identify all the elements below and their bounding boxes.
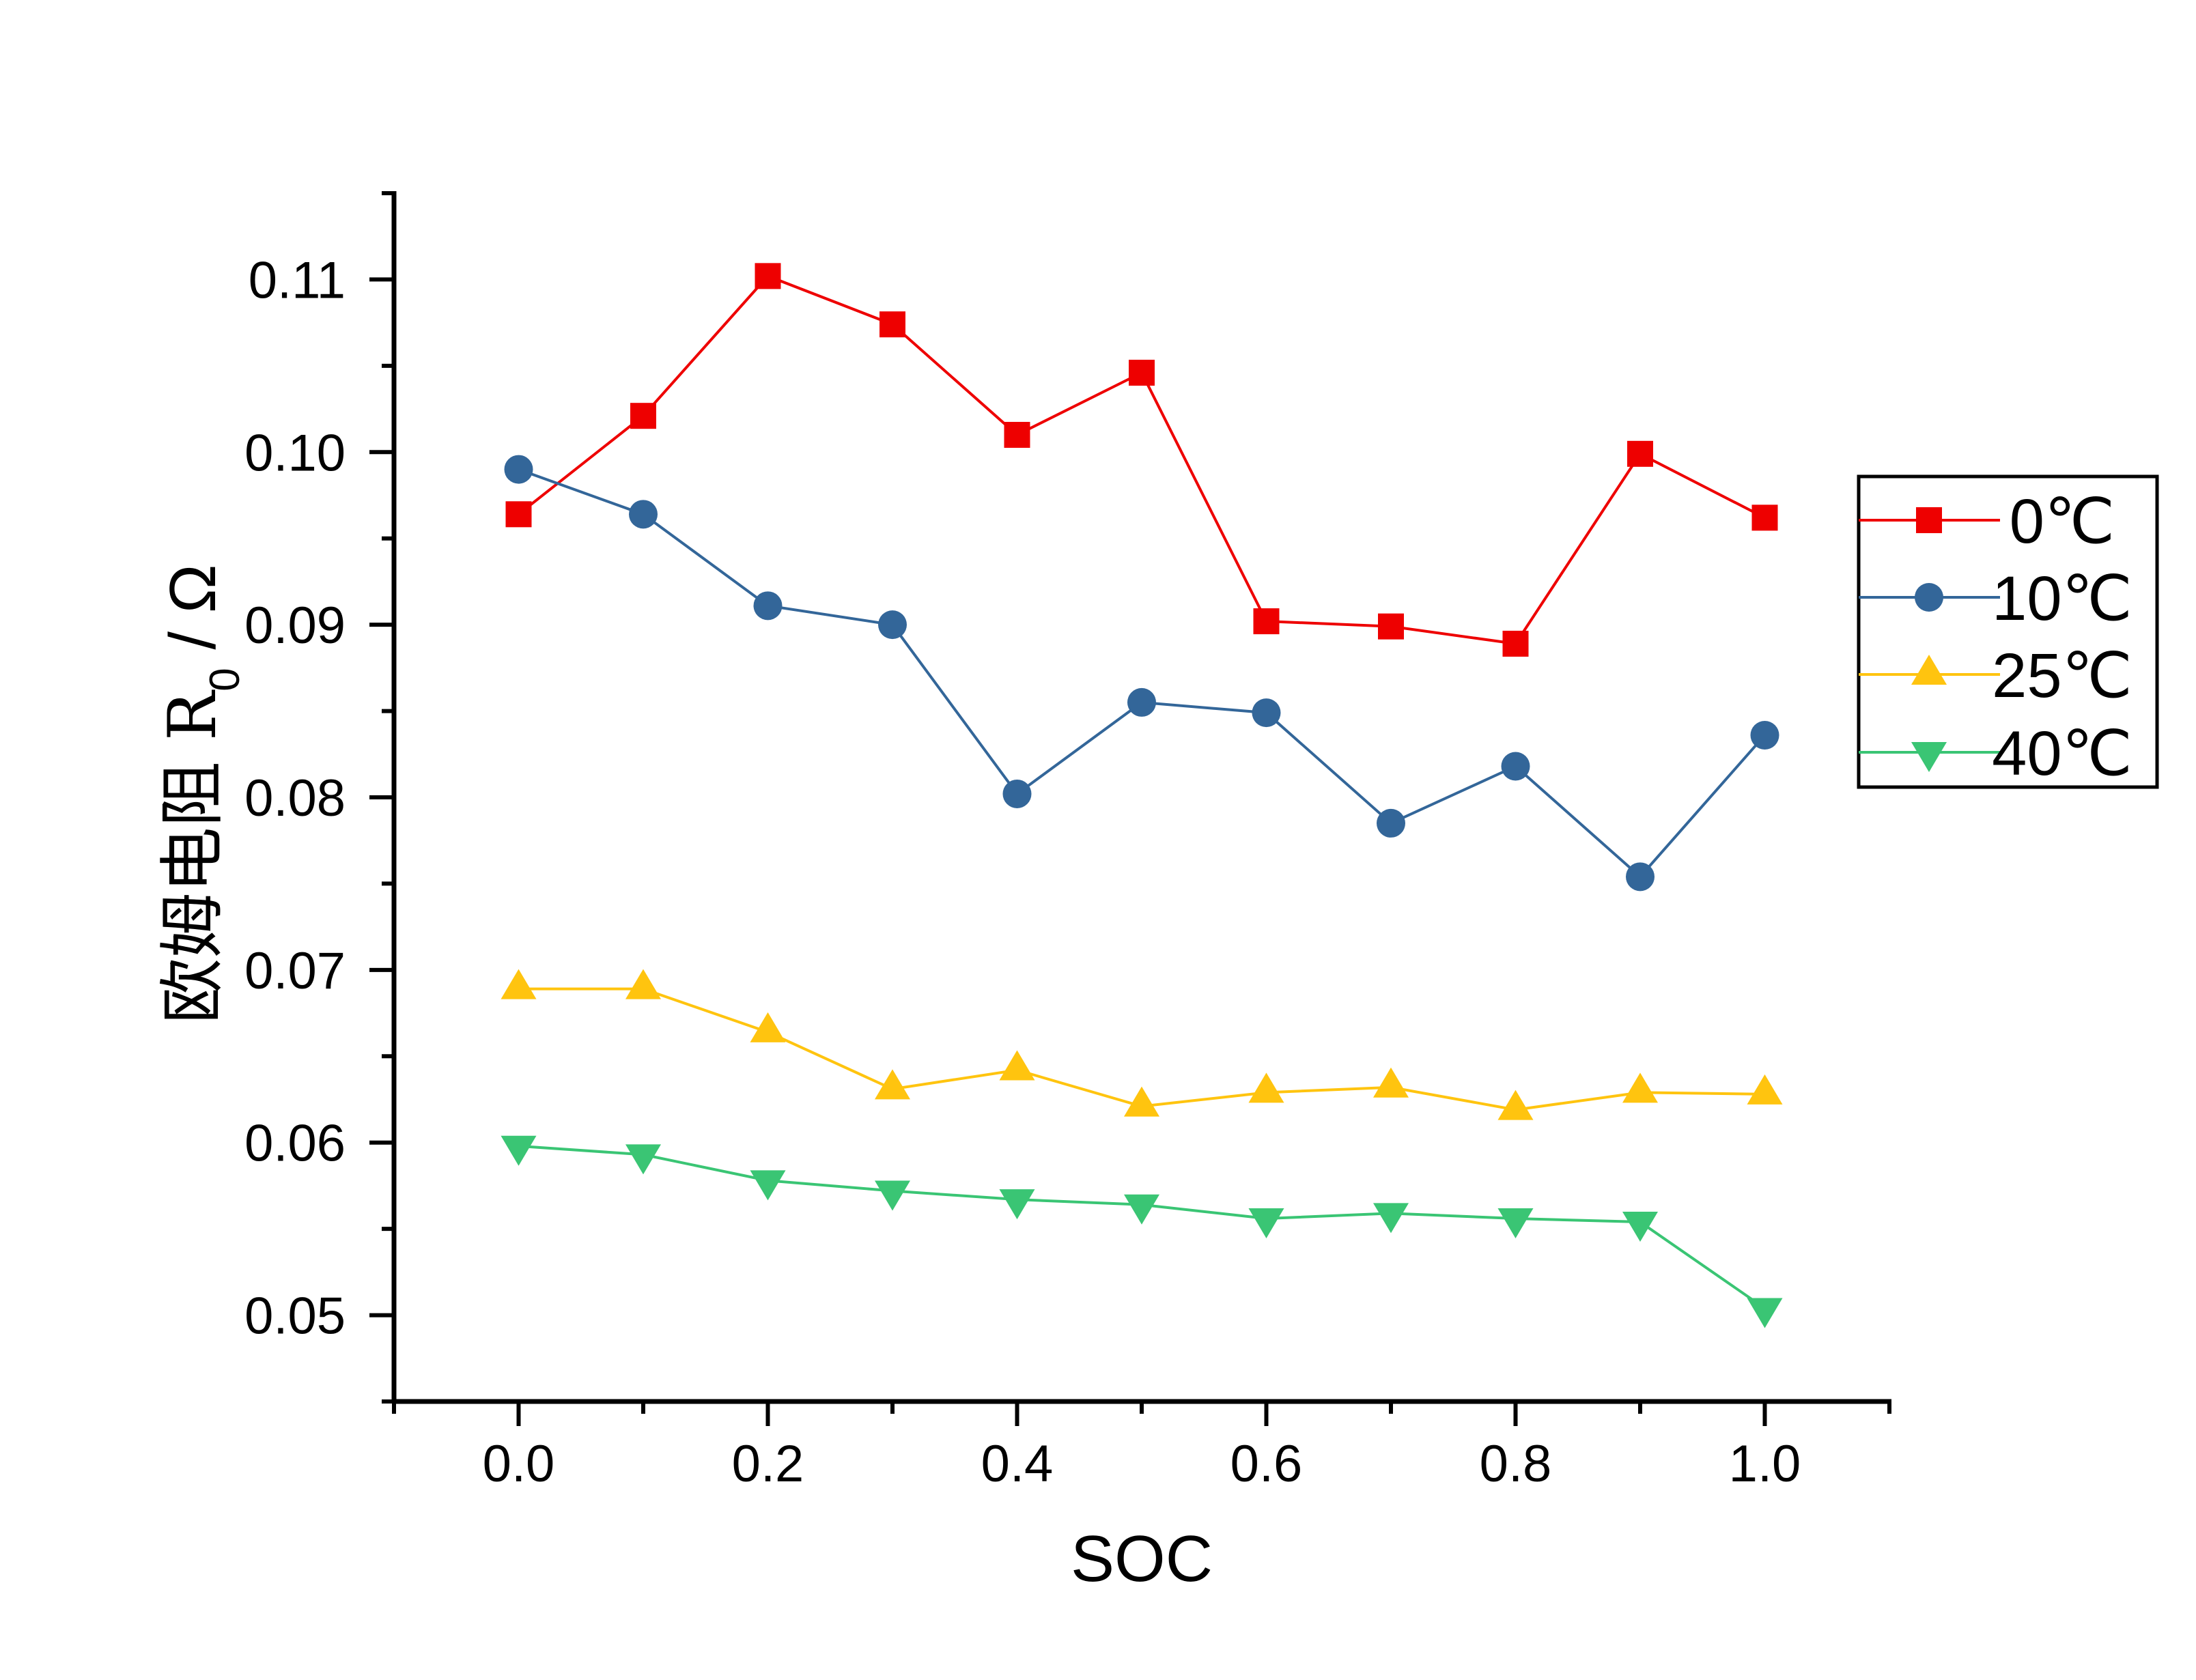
data-point [1502,630,1529,657]
y-axis-title-unit: / Ω [156,564,229,668]
x-axis-title: SOC [1071,1522,1213,1595]
legend-marker [1911,742,1947,772]
data-point [999,1050,1035,1081]
x-tick-label: 1.0 [1729,1435,1801,1493]
data-point [1622,1212,1658,1242]
x-tick-label: 0.2 [732,1435,804,1493]
y-tick-label: 0.11 [249,251,346,309]
data-point [1253,608,1280,635]
data-point [1377,808,1405,838]
series-3 [501,1135,1783,1328]
data-point [1378,613,1404,640]
data-point [504,455,533,484]
data-point [1501,752,1530,781]
x-tick-label: 0.4 [981,1435,1054,1493]
data-point [1002,779,1032,808]
data-point [875,1069,910,1100]
y-tick-label: 0.08 [244,769,346,827]
data-point [1747,1074,1783,1105]
data-point [1248,1208,1284,1238]
data-point [1129,359,1155,386]
data-point [1497,1208,1534,1238]
legend-marker [1911,655,1947,685]
y-tick-label: 0.07 [244,942,346,1000]
data-point [629,500,658,529]
data-point [1127,687,1156,717]
data-point [1252,698,1281,728]
legend-item: 40℃ [1859,719,2132,788]
series-1 [504,455,1779,892]
legend: 0℃ 10℃ 25℃ 40℃ [1857,474,2159,789]
y-axis-ticks: 0.05 0.06 0.07 0.08 0.09 0.10 0.11 [244,191,394,1404]
data-point [999,1189,1035,1220]
x-axis-ticks: 0.0 0.2 0.4 0.6 0.8 1.0 [392,1401,1891,1493]
data-point [1750,720,1779,750]
legend-marker [1916,507,1942,533]
legend-label: 40℃ [1992,719,2132,788]
data-point [875,1180,910,1211]
legend-marker [1915,583,1943,612]
data-point [1747,1298,1783,1328]
data-point [750,1170,786,1201]
series-0 [505,263,1778,657]
legend-item: 25℃ [1859,641,2132,711]
data-point [505,501,532,528]
x-tick-label: 0.6 [1230,1435,1303,1493]
data-point [750,1012,786,1042]
data-point [1248,1072,1284,1103]
y-tick-label: 0.09 [244,597,346,655]
data-point [501,969,537,999]
data-point [755,263,781,289]
plot-series [501,263,1783,1328]
y-tick-label: 0.05 [244,1287,346,1346]
data-point [753,591,783,621]
y-axis-title-main: 欧姆电阻 R [154,689,231,1024]
data-point [630,403,656,429]
data-point [1373,1203,1409,1234]
data-point [1124,1194,1159,1225]
x-tick-label: 0.0 [483,1435,555,1493]
data-point [1124,1086,1159,1117]
data-point [1622,1072,1658,1103]
data-point [1004,422,1030,448]
data-point [625,969,661,999]
data-point [878,610,907,640]
legend-label: 10℃ [1992,564,2132,633]
x-tick-label: 0.8 [1480,1435,1552,1493]
data-point [1373,1067,1409,1098]
data-point [1627,440,1653,467]
y-tick-label: 0.06 [244,1115,346,1173]
y-axis-title: 欧姆电阻 R0 / Ω [154,564,249,1023]
legend-box [1857,474,2159,789]
legend-label: 25℃ [1992,641,2132,711]
legend-label: 0℃ [2010,487,2115,556]
y-tick-label: 0.10 [244,424,346,482]
axes: 0.050.060.070.080.090.100.11 0.0 0.2 0.4 0.… [244,191,1891,1493]
series-2 [501,969,1783,1120]
data-point [1751,504,1778,531]
legend-item: 10℃ [1859,564,2132,633]
data-point [879,311,905,338]
data-point [1497,1090,1534,1120]
y-axis-title-subscript: 0 [201,668,249,691]
data-point [625,1144,661,1175]
legend-item: 0℃ [1859,487,2115,556]
data-point [501,1135,537,1166]
data-point [1626,862,1655,892]
